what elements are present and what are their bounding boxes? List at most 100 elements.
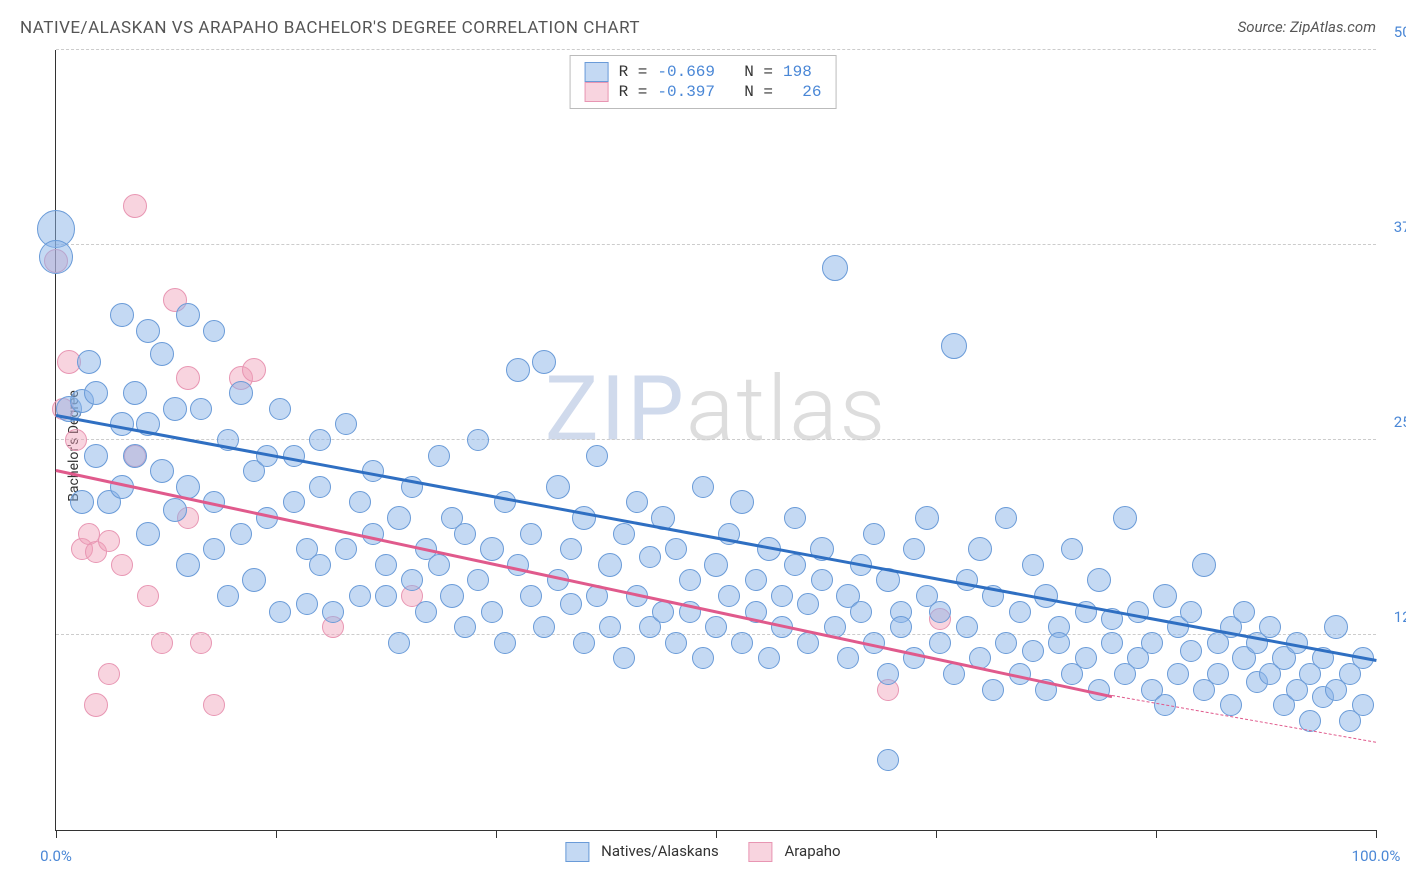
blue-point xyxy=(176,553,200,577)
blue-point xyxy=(811,569,833,591)
swatch-pink-icon xyxy=(749,842,773,862)
blue-point xyxy=(995,632,1017,654)
blue-point xyxy=(863,523,885,545)
pink-point xyxy=(84,693,108,717)
blue-point xyxy=(797,593,819,615)
blue-point xyxy=(335,538,357,560)
blue-point xyxy=(150,459,174,483)
blue-point xyxy=(915,506,939,530)
blue-point xyxy=(283,445,305,467)
blue-point xyxy=(176,303,200,327)
blue-point xyxy=(956,616,978,638)
blue-point xyxy=(941,333,967,359)
blue-point xyxy=(387,506,411,530)
blue-point xyxy=(718,585,740,607)
x-tick-label: 100.0% xyxy=(1352,847,1401,865)
gridline xyxy=(56,49,1376,50)
pink-point xyxy=(176,366,200,390)
blue-point xyxy=(784,507,806,529)
blue-point xyxy=(349,585,371,607)
blue-point xyxy=(731,632,753,654)
blue-point xyxy=(1192,553,1216,577)
blue-point xyxy=(467,429,489,451)
blue-point xyxy=(110,303,134,327)
pink-point xyxy=(203,694,225,716)
blue-point xyxy=(309,429,331,451)
blue-point xyxy=(296,593,318,615)
legend-item-blue: Natives/Alaskans xyxy=(565,842,718,862)
blue-point xyxy=(890,616,912,638)
blue-point xyxy=(1087,568,1111,592)
x-tick-label: 0.0% xyxy=(40,847,72,865)
blue-point xyxy=(877,749,899,771)
blue-point xyxy=(784,554,806,576)
blue-point xyxy=(136,319,160,343)
blue-point xyxy=(1088,679,1110,701)
blue-point xyxy=(481,601,503,623)
blue-point xyxy=(546,475,570,499)
blue-point xyxy=(877,663,899,685)
blue-point xyxy=(163,498,187,522)
trend-line xyxy=(1112,695,1376,744)
pink-point xyxy=(137,585,159,607)
blue-point xyxy=(822,255,848,281)
plot-area: ZIPatlas 12.5%25.0%37.5%50.0%0.0%100.0% xyxy=(55,50,1376,831)
blue-point xyxy=(123,444,147,468)
blue-point xyxy=(1220,694,1242,716)
blue-point xyxy=(1075,647,1097,669)
blue-point xyxy=(309,554,331,576)
pink-point xyxy=(151,632,173,654)
pink-point xyxy=(190,632,212,654)
blue-point xyxy=(1167,663,1189,685)
blue-point xyxy=(730,490,754,514)
blue-point xyxy=(692,476,714,498)
blue-point xyxy=(335,413,357,435)
blue-point xyxy=(507,554,529,576)
blue-point xyxy=(229,381,253,405)
blue-point xyxy=(1233,601,1255,623)
blue-point xyxy=(903,538,925,560)
blue-point xyxy=(203,538,225,560)
blue-point xyxy=(1180,640,1202,662)
y-tick-label: 50.0% xyxy=(1394,23,1406,41)
x-tick xyxy=(276,830,277,838)
blue-point xyxy=(415,601,437,623)
blue-point xyxy=(242,568,266,592)
blue-point xyxy=(850,601,872,623)
blue-point xyxy=(929,601,951,623)
pink-point xyxy=(123,194,147,218)
blue-point xyxy=(1127,601,1149,623)
chart-container: NATIVE/ALASKAN VS ARAPAHO BACHELOR'S DEG… xyxy=(0,0,1406,892)
blue-point xyxy=(943,663,965,685)
blue-point xyxy=(440,584,464,608)
stats-row-blue: R = -0.669 N = 198 xyxy=(585,62,822,82)
chart-title: NATIVE/ALASKAN VS ARAPAHO BACHELOR'S DEG… xyxy=(20,18,640,38)
y-tick-label: 12.5% xyxy=(1394,608,1406,626)
blue-point xyxy=(84,444,108,468)
blue-point xyxy=(401,569,423,591)
blue-point xyxy=(1259,616,1281,638)
x-tick xyxy=(716,830,717,838)
blue-point xyxy=(190,398,212,420)
blue-point xyxy=(230,523,252,545)
blue-point xyxy=(586,445,608,467)
blue-point xyxy=(837,647,859,669)
blue-point xyxy=(560,593,582,615)
blue-point xyxy=(704,553,728,577)
legend-item-pink: Arapaho xyxy=(749,842,841,862)
swatch-pink-icon xyxy=(585,82,609,102)
blue-point xyxy=(929,632,951,654)
blue-point xyxy=(1113,506,1137,530)
blue-point xyxy=(84,381,108,405)
blue-point xyxy=(745,569,767,591)
pink-point xyxy=(111,554,133,576)
pink-point xyxy=(98,530,120,552)
blue-point xyxy=(665,632,687,654)
blue-point xyxy=(1141,632,1163,654)
blue-point xyxy=(309,476,331,498)
pink-point xyxy=(98,663,120,685)
blue-point xyxy=(123,381,147,405)
blue-point xyxy=(203,320,225,342)
blue-point xyxy=(679,569,701,591)
pink-point xyxy=(242,358,266,382)
